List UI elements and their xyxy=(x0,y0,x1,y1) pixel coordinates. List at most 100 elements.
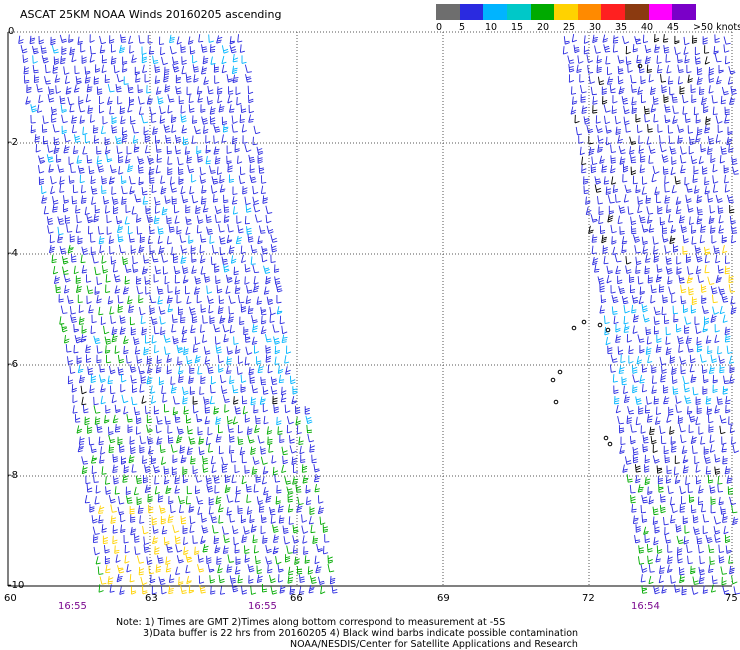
wind-barb xyxy=(193,125,201,135)
wind-barb xyxy=(731,575,738,585)
wind-barb xyxy=(97,226,104,235)
wind-barb xyxy=(646,136,652,145)
wind-barb xyxy=(302,535,308,544)
wind-barb xyxy=(653,306,661,316)
wind-barb xyxy=(89,384,95,394)
wind-barb xyxy=(309,506,315,515)
wind-barb xyxy=(668,135,675,144)
wind-barb xyxy=(72,184,79,194)
wind-barb xyxy=(205,135,211,144)
wind-barb xyxy=(90,374,97,384)
wind-barb xyxy=(181,194,189,204)
wind-barb xyxy=(178,366,184,375)
wind-barb xyxy=(221,64,227,74)
wind-barb xyxy=(230,255,237,264)
wind-barb xyxy=(646,206,654,215)
wind-barb xyxy=(219,175,225,184)
legend-label: 25 xyxy=(563,22,576,33)
wind-barb xyxy=(683,383,690,393)
wind-barb xyxy=(665,54,671,63)
wind-barb xyxy=(711,95,718,104)
wind-barb xyxy=(257,435,265,444)
wind-barb xyxy=(270,234,278,243)
wind-barb xyxy=(699,354,707,363)
wind-barb xyxy=(270,586,278,595)
wind-barb xyxy=(691,94,697,103)
wind-barb xyxy=(143,346,149,356)
wind-barb xyxy=(154,486,160,495)
wind-barb xyxy=(642,34,649,44)
wind-barb xyxy=(292,524,299,534)
wind-barb xyxy=(632,314,639,323)
wind-barb xyxy=(641,224,649,233)
wind-barb xyxy=(653,254,660,263)
wind-barb xyxy=(721,436,727,445)
wind-barb xyxy=(168,224,175,233)
wind-barb xyxy=(301,514,308,523)
wind-barb xyxy=(276,295,282,304)
wind-barb xyxy=(52,124,60,133)
wind-barb xyxy=(47,225,54,234)
wind-barb xyxy=(53,145,60,155)
wind-barb xyxy=(241,475,247,485)
wind-barb xyxy=(637,276,644,285)
wind-barb xyxy=(64,285,70,294)
wind-barb xyxy=(206,285,213,294)
wind-barb xyxy=(618,86,625,95)
wind-barb xyxy=(263,286,270,295)
wind-barb xyxy=(298,586,305,595)
wind-barb xyxy=(715,254,721,264)
wind-barb xyxy=(586,54,594,63)
wind-barb xyxy=(647,555,653,565)
wind-barb xyxy=(123,406,129,415)
wind-barb xyxy=(154,75,161,84)
wind-barb xyxy=(86,295,92,305)
wind-barb xyxy=(155,364,162,374)
wind-barb xyxy=(135,475,143,485)
wind-barb xyxy=(301,464,308,473)
wind-barb xyxy=(640,154,646,163)
wind-barb xyxy=(610,144,617,153)
wind-barb xyxy=(131,125,139,134)
wind-barb xyxy=(720,146,727,155)
wind-barb xyxy=(247,435,255,444)
wind-barb xyxy=(229,104,235,113)
wind-barb xyxy=(57,226,64,236)
wind-barb xyxy=(192,535,198,544)
wind-barb xyxy=(223,194,229,204)
wind-barb xyxy=(180,44,186,53)
wind-barb xyxy=(684,176,690,186)
wind-barb xyxy=(640,504,647,514)
wind-barb xyxy=(265,276,271,285)
wind-barb xyxy=(52,265,59,275)
wind-barb xyxy=(244,64,252,73)
wind-barb xyxy=(153,215,160,225)
wind-barb xyxy=(617,416,624,425)
wind-barb xyxy=(666,465,672,474)
wind-barb xyxy=(117,304,123,313)
wind-barb xyxy=(150,395,157,404)
wind-barb xyxy=(139,435,146,444)
wind-barb xyxy=(64,75,71,85)
wind-barb xyxy=(231,474,237,483)
wind-barb xyxy=(185,216,192,225)
wind-barb xyxy=(96,295,102,304)
wind-barb xyxy=(108,176,116,185)
wind-barb xyxy=(234,545,240,554)
wind-barb xyxy=(77,36,83,46)
wind-barb xyxy=(682,246,688,255)
wind-barb xyxy=(718,215,724,224)
wind-barb xyxy=(608,205,614,215)
wind-barb xyxy=(625,265,632,274)
wind-barb xyxy=(197,564,205,573)
wind-barb xyxy=(196,294,202,304)
wind-barb xyxy=(274,276,281,285)
wind-barb xyxy=(132,264,139,273)
wind-barb xyxy=(708,85,714,94)
wind-barb xyxy=(171,466,178,476)
wind-barb xyxy=(652,165,660,175)
wind-barb xyxy=(149,175,155,184)
wind-barb xyxy=(588,75,596,84)
wind-barb xyxy=(171,56,179,65)
wind-barb xyxy=(705,395,712,405)
